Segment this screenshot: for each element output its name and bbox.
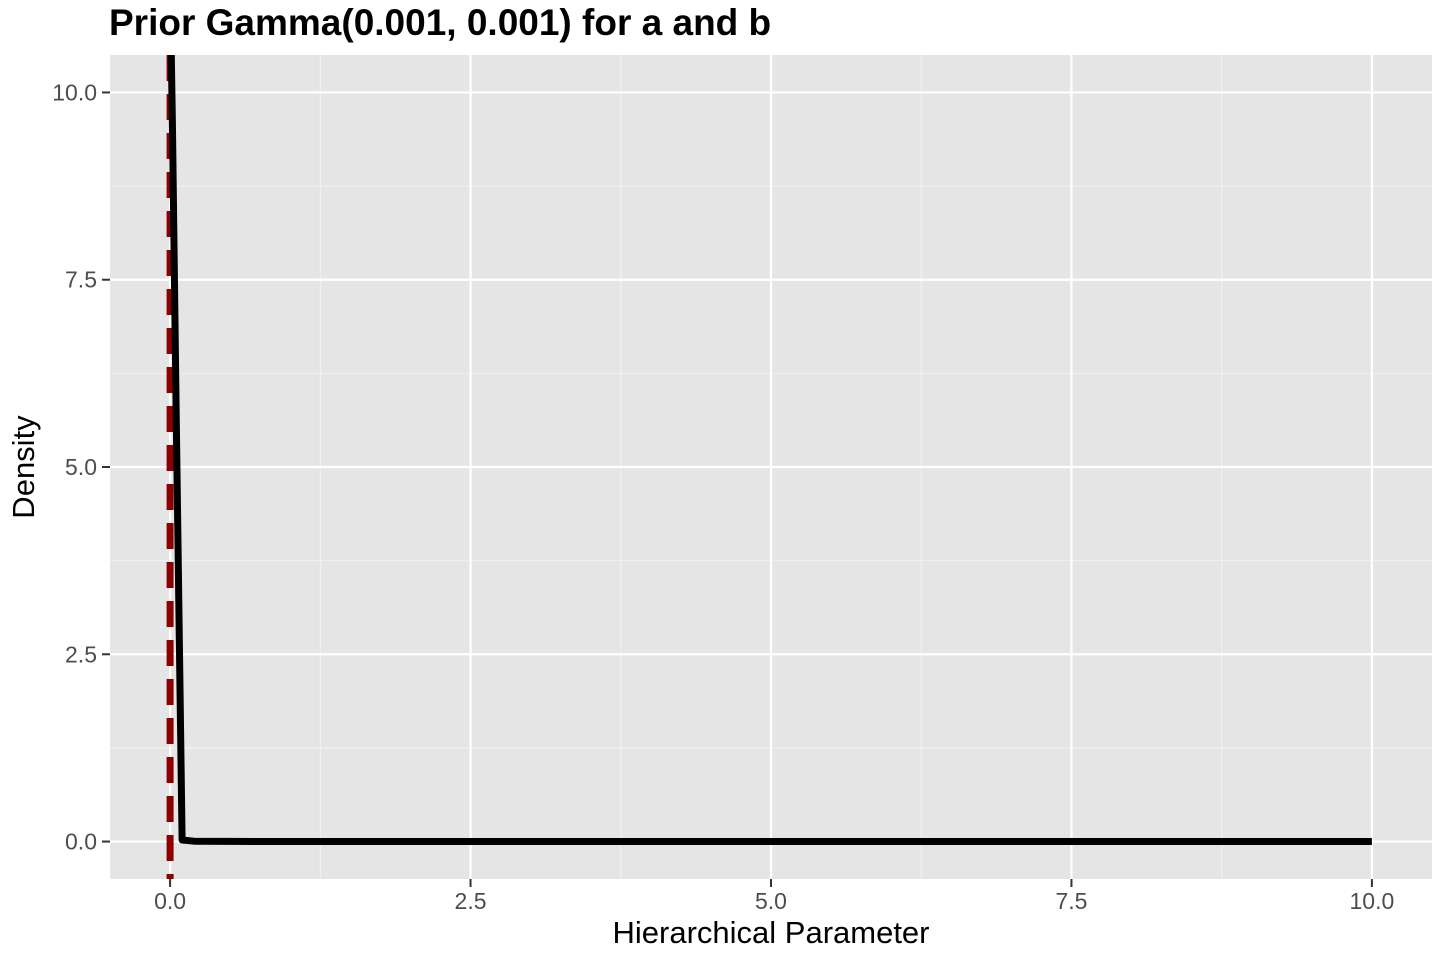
y-axis-title: Density <box>6 415 41 519</box>
y-tick-label: 2.5 <box>65 641 97 667</box>
x-tick-label: 7.5 <box>1055 888 1087 914</box>
x-tick-label: 5.0 <box>755 888 787 914</box>
y-tick-label: 10.0 <box>52 79 97 105</box>
density-line <box>167 54 1372 845</box>
x-tick-label: 2.5 <box>455 888 487 914</box>
x-tick-label: 10.0 <box>1350 888 1395 914</box>
series-layer <box>167 54 1372 845</box>
x-tick-label: 0.0 <box>154 888 186 914</box>
x-axis: 0.0 2.5 5.0 7.5 10.0 <box>154 879 1394 914</box>
x-axis-title: Hierarchical Parameter <box>613 915 930 950</box>
y-axis: 0.0 2.5 5.0 7.5 10.0 <box>52 79 110 855</box>
y-tick-label: 5.0 <box>65 454 97 480</box>
chart-title: Prior Gamma(0.001, 0.001) for a and b <box>109 2 772 43</box>
y-tick-label: 7.5 <box>65 267 97 293</box>
y-tick-label: 0.0 <box>65 829 97 855</box>
grid-major <box>110 55 1432 879</box>
